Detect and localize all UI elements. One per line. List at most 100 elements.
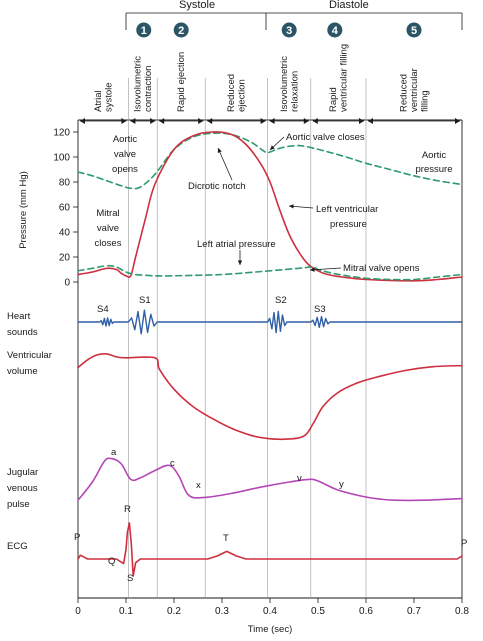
phase-label-5-line-0: Rapid <box>328 87 339 112</box>
left-atrial-pressure-label: Left atrial pressure <box>197 239 276 250</box>
heart-sounds-trace <box>78 309 462 335</box>
phase-arrowhead-right-6 <box>455 118 460 124</box>
series-left-ventricular-pressure <box>77 131 463 282</box>
series-aortic-pressure <box>77 132 463 190</box>
phase-number-circles: 1 2 3 4 5 <box>136 22 422 38</box>
phase-label-6-line-1: ventricular <box>409 68 420 112</box>
phase-boundary-lines <box>128 78 367 598</box>
pressure-axis-label: Pressure (mm Hg) <box>18 171 29 249</box>
y-tick-label-80: 80 <box>59 178 71 189</box>
aortic-valve-closes-label: Aortic valve closes <box>286 132 365 143</box>
time-axis-label: Time (sec) <box>248 624 293 635</box>
jugular-label-3: pulse <box>7 499 30 510</box>
phase-arrowhead-right-3 <box>260 118 266 124</box>
mitral-valve-opens-pointer-head <box>310 267 315 272</box>
phase-arrowhead-left-2 <box>159 118 165 124</box>
plot-frame <box>77 119 463 599</box>
ventricular-volume-label-2: volume <box>7 366 38 377</box>
left-ventricular-pressure-pointer-head <box>289 204 294 209</box>
aortic-valve-opens-line-3: opens <box>112 164 138 175</box>
cycle-header: Systole Diastole <box>125 0 463 30</box>
panel-labels: Heart sounds Ventricular volume Jugular … <box>7 311 52 552</box>
phase-number-4: 4 <box>332 25 339 37</box>
mitral-valve-closes-line-1: Mitral <box>96 208 119 219</box>
time-x-axis: 0 0.1 0.2 0.3 0.4 0.5 0.6 0.7 0.8 <box>75 598 469 617</box>
phase-arrowhead-left-3 <box>207 118 213 124</box>
jvp-x-label: x <box>196 480 201 491</box>
x-tick-label-0.6: 0.6 <box>359 606 373 617</box>
left-atrial-pressure-pointer-head <box>237 260 243 265</box>
jvp-v-label: v <box>297 473 302 484</box>
phase-label-1-line-1: contraction <box>143 66 154 112</box>
phase-arrowhead-left-5 <box>312 118 318 124</box>
phase-label-1-line-0: Isovolumetric <box>133 56 144 112</box>
ecg-p-end-label: P <box>461 538 467 549</box>
phase-label-4-line-0: Isovolumetric <box>279 56 290 112</box>
heart-sounds-label-2: sounds <box>7 327 38 338</box>
phase-label-0-line-1: systole <box>103 82 114 112</box>
y-tick-label-40: 40 <box>59 228 71 239</box>
series-ventricular-volume <box>77 352 463 441</box>
y-tick-label-0: 0 <box>64 278 70 289</box>
jugular-label-1: Jugular <box>7 467 38 478</box>
phase-label-2-line-0: Rapid ejection <box>176 52 187 112</box>
phase-label-6-line-0: Reduced <box>399 74 410 112</box>
ecg-r-label: R <box>124 504 131 515</box>
phase-arrowhead-left-0 <box>80 118 85 124</box>
aortic-valve-opens-line-2: valve <box>114 149 136 160</box>
phase-label-3-line-1: ejection <box>237 79 248 112</box>
phase-label-5-line-1: ventricular filling <box>339 44 350 112</box>
phase-label-4-line-1: relaxation <box>289 71 300 112</box>
phase-arrowhead-right-2 <box>198 118 204 124</box>
y-tick-label-20: 20 <box>59 253 71 264</box>
mitral-valve-closes-line-3: closes <box>95 238 122 249</box>
phase-number-1: 1 <box>141 25 147 37</box>
s2-label: S2 <box>275 295 287 306</box>
phase-arrowhead-right-1 <box>150 118 156 124</box>
s3-label: S3 <box>314 304 326 315</box>
phase-number-2: 2 <box>178 25 184 37</box>
x-tick-label-0.5: 0.5 <box>311 606 325 617</box>
phase-label-6-line-2: filling <box>420 90 431 112</box>
y-tick-label-120: 120 <box>53 128 70 139</box>
phase-circle-2 <box>173 22 189 38</box>
heart-sounds-line <box>78 309 462 335</box>
phase-label-3-line-0: Reduced <box>226 74 237 112</box>
jvp-a-label: a <box>111 447 117 458</box>
phase-arrowhead-right-5 <box>359 118 364 124</box>
x-tick-label-0.2: 0.2 <box>167 606 181 617</box>
y-tick-label-100: 100 <box>53 153 70 164</box>
diastole-label: Diastole <box>329 0 369 11</box>
ecg-q-label: Q <box>108 556 115 567</box>
mitral-valve-closes-line-2: valve <box>97 223 119 234</box>
phase-circle-3 <box>281 22 297 38</box>
phase-circle-5 <box>406 22 422 38</box>
phase-number-5: 5 <box>411 25 417 37</box>
ecg-p-start-label: P <box>74 532 80 543</box>
dicrotic-notch-pointer <box>217 147 233 181</box>
x-tick-label-0: 0 <box>75 606 81 617</box>
phase-arrowhead-left-6 <box>368 118 373 124</box>
s4-label: S4 <box>97 304 109 315</box>
systole-label: Systole <box>179 0 215 11</box>
x-tick-label-0.8: 0.8 <box>455 606 469 617</box>
phase-labels: Atrial systole Isovolumetric contraction Rap… <box>93 44 431 112</box>
phase-label-0-line-0: Atrial <box>93 90 104 112</box>
dicrotic-notch-label: Dicrotic notch <box>188 181 246 192</box>
left-ventricular-pressure-line-1: Left ventricular <box>316 204 378 215</box>
pressure-y-axis: 0 20 40 60 80 100 120 <box>53 128 78 289</box>
jvp-y-label: y <box>339 479 344 490</box>
mitral-valve-opens-pointer <box>309 267 342 271</box>
ecg-label: ECG <box>7 541 28 552</box>
phase-arrowhead-right-0 <box>121 118 127 124</box>
aortic-pressure-line-1: Aortic <box>422 150 447 161</box>
phase-circle-1 <box>136 22 152 38</box>
heart-sounds-label-1: Heart <box>7 311 31 322</box>
series-group <box>77 131 463 577</box>
phase-arrowhead-right-4 <box>303 118 309 124</box>
aortic-pressure-line-2: pressure <box>416 164 453 175</box>
ecg-t-label: T <box>223 533 229 544</box>
mitral-valve-opens-label: Mitral valve opens <box>343 263 420 274</box>
x-tick-label-0.7: 0.7 <box>407 606 421 617</box>
